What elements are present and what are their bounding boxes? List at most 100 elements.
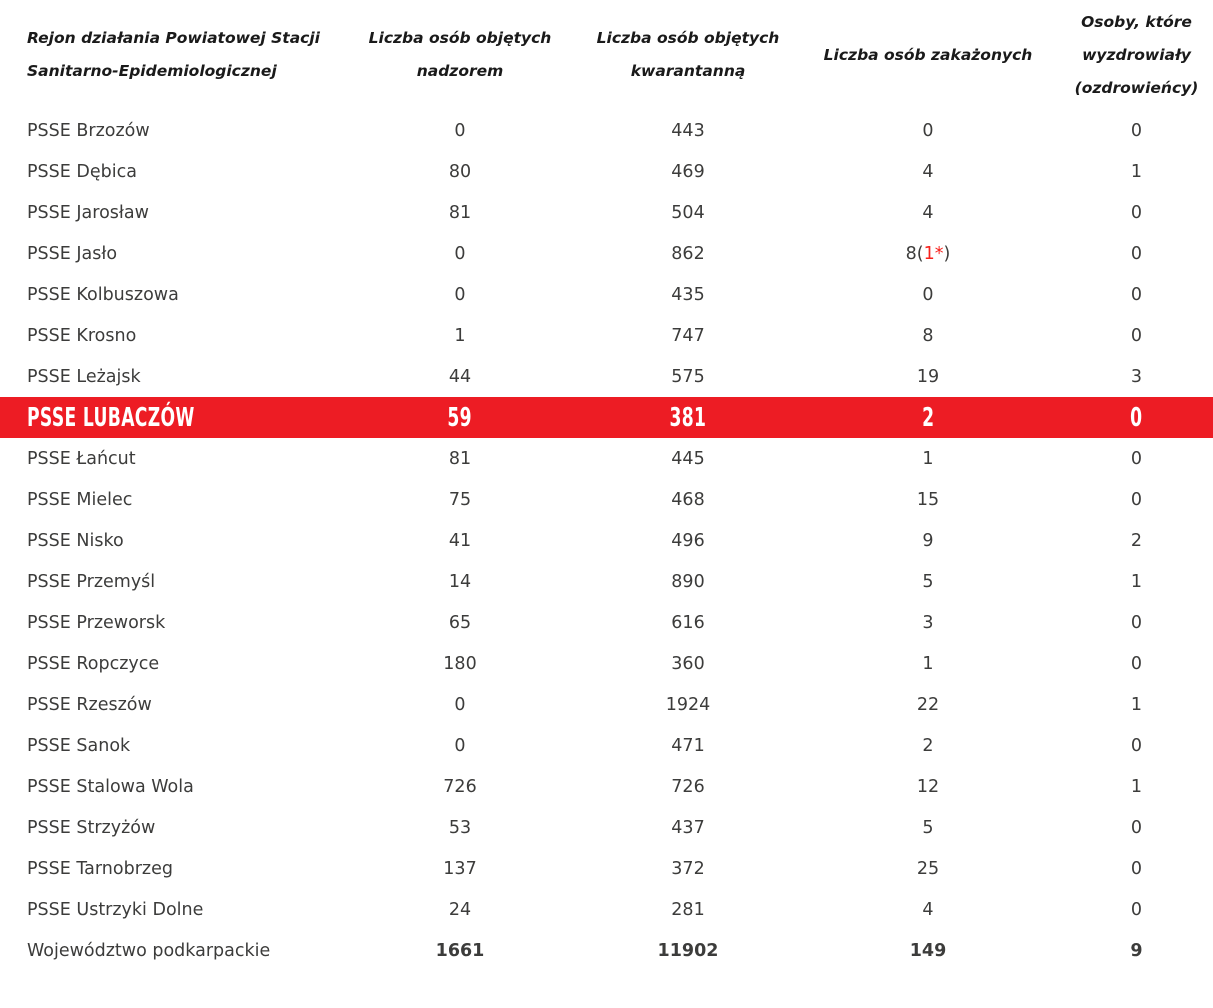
quarantined-count: 372 [671, 858, 705, 879]
table-row: PSSE Rzeszów 0 1924 22 1 [0, 684, 1213, 725]
infected-count: 4 [922, 202, 934, 223]
infected-count: 4 [922, 161, 934, 182]
infected-count: 4 [922, 899, 934, 920]
station-name: PSSE Ropczyce [27, 653, 160, 674]
quarantined-count: 11902 [657, 940, 719, 961]
recovered-count: 9 [1130, 940, 1143, 961]
header-line: Osoby, które [1081, 12, 1192, 31]
header-line: wyzdrowiały [1082, 45, 1191, 64]
recovered-count: 0 [1130, 243, 1143, 264]
col-header-region: Rejon działania Powiatowej Stacji Sanita… [0, 0, 340, 110]
infected-count: 8(1*) [905, 243, 951, 264]
supervised-count: 53 [448, 817, 472, 838]
header-row: Rejon działania Powiatowej Stacji Sanita… [0, 0, 1213, 110]
recovered-count: 2 [1130, 530, 1143, 551]
station-name: PSSE Przeworsk [27, 612, 166, 633]
table-row: PSSE Łańcut 81 445 1 0 [0, 438, 1213, 479]
quarantined-count: 360 [671, 653, 705, 674]
station-name: PSSE Stalowa Wola [27, 776, 194, 797]
supervised-count: 41 [448, 530, 472, 551]
station-name: PSSE LUBACZÓW [27, 402, 195, 433]
station-name: PSSE Kolbuszowa [27, 284, 179, 305]
col-header-infected: Liczba osób zakażonych [796, 0, 1060, 110]
quarantined-count: 435 [671, 284, 705, 305]
table-row: PSSE Tarnobrzeg 137 372 25 0 [0, 848, 1213, 889]
recovered-count: 0 [1130, 858, 1143, 879]
table-row: PSSE Nisko 41 496 9 2 [0, 520, 1213, 561]
quarantined-count: 471 [671, 735, 705, 756]
quarantined-count: 437 [671, 817, 705, 838]
table-row: PSSE Ustrzyki Dolne 24 281 4 0 [0, 889, 1213, 930]
supervised-count: 80 [448, 161, 472, 182]
infected-count: 15 [916, 489, 940, 510]
infected-count: 5 [922, 571, 934, 592]
station-name: PSSE Łańcut [27, 448, 136, 469]
quarantined-count: 747 [671, 325, 705, 346]
quarantined-count: 445 [671, 448, 705, 469]
table-body: PSSE Brzozów 0 443 0 0 PSSE Dębica 80 469 4 1 PSSE… [0, 110, 1213, 971]
station-name: PSSE Strzyżów [27, 817, 156, 838]
infected-count: 19 [916, 366, 940, 387]
station-name: PSSE Przemyśl [27, 571, 156, 592]
psse-covid-table: Rejon działania Powiatowej Stacji Sanita… [0, 0, 1213, 971]
infected-count: 1 [922, 653, 934, 674]
infected-count: 3 [922, 612, 934, 633]
supervised-count: 44 [448, 366, 472, 387]
recovered-count: 0 [1130, 899, 1143, 920]
station-name: PSSE Nisko [27, 530, 124, 551]
quarantined-count: 381 [669, 402, 707, 433]
quarantined-count: 469 [671, 161, 705, 182]
infected-count: 0 [922, 120, 934, 141]
infected-count: 5 [922, 817, 934, 838]
infected-count: 1 [922, 448, 934, 469]
table-row: PSSE Brzozów 0 443 0 0 [0, 110, 1213, 151]
table-row: PSSE Mielec 75 468 15 0 [0, 479, 1213, 520]
quarantined-count: 281 [671, 899, 705, 920]
recovered-count: 0 [1130, 284, 1143, 305]
quarantined-count: 443 [671, 120, 705, 141]
recovered-count: 0 [1130, 653, 1143, 674]
supervised-count: 14 [448, 571, 472, 592]
recovered-count: 0 [1130, 735, 1143, 756]
table-row: PSSE Ropczyce 180 360 1 0 [0, 643, 1213, 684]
header-line: (ozdrowieńcy) [1074, 78, 1199, 97]
station-name: PSSE Rzeszów [27, 694, 152, 715]
supervised-count: 81 [448, 448, 472, 469]
table-row-total: Województwo podkarpackie 1661 11902 149 9 [0, 930, 1213, 971]
header-line: Liczba osób zakażonych [823, 45, 1033, 64]
recovered-count: 0 [1130, 489, 1143, 510]
infected-count: 9 [922, 530, 934, 551]
recovered-count: 0 [1130, 120, 1143, 141]
col-header-recovered: Osoby, które wyzdrowiały (ozdrowieńcy) [1060, 0, 1213, 110]
supervised-count: 0 [454, 120, 466, 141]
col-header-supervised: Liczba osób objętych nadzorem [340, 0, 580, 110]
supervised-count: 75 [448, 489, 472, 510]
supervised-count: 726 [443, 776, 477, 797]
quarantined-count: 726 [671, 776, 705, 797]
table-row: PSSE Przeworsk 65 616 3 0 [0, 602, 1213, 643]
quarantined-count: 468 [671, 489, 705, 510]
supervised-count: 1661 [435, 940, 485, 961]
infected-count: 25 [916, 858, 940, 879]
station-name: PSSE Sanok [27, 735, 131, 756]
infected-count: 2 [922, 735, 934, 756]
station-name: PSSE Mielec [27, 489, 133, 510]
supervised-count: 0 [454, 735, 466, 756]
recovered-count: 0 [1130, 817, 1143, 838]
station-name: PSSE Jasło [27, 243, 118, 264]
quarantined-count: 575 [671, 366, 705, 387]
quarantined-count: 616 [671, 612, 705, 633]
table-header: Rejon działania Powiatowej Stacji Sanita… [0, 0, 1213, 110]
station-name: PSSE Brzozów [27, 120, 150, 141]
supervised-count: 0 [454, 694, 466, 715]
quarantined-count: 1924 [665, 694, 711, 715]
header-line: kwarantanną [630, 62, 746, 80]
table-row: PSSE Stalowa Wola 726 726 12 1 [0, 766, 1213, 807]
table-row: PSSE Przemyśl 14 890 5 1 [0, 561, 1213, 602]
infected-footnote: 1* [923, 243, 944, 264]
recovered-count: 0 [1130, 612, 1143, 633]
table-row: PSSE Krosno 1 747 8 0 [0, 315, 1213, 356]
infected-count: 149 [909, 940, 947, 961]
quarantined-count: 890 [671, 571, 705, 592]
header-line: Sanitarno-Epidemiologicznej [27, 62, 277, 80]
